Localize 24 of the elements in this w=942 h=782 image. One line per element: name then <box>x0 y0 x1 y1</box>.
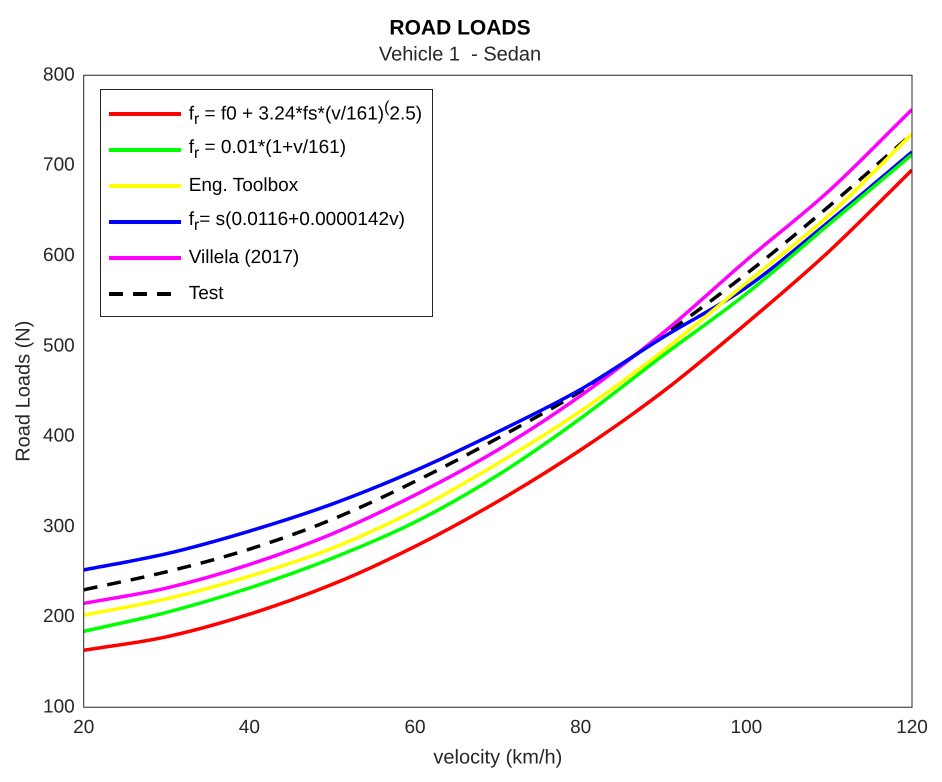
x-tick-label: 80 <box>570 716 592 738</box>
chart-subtitle: Vehicle 1 - Sedan <box>378 44 542 66</box>
x-tick-label: 20 <box>73 716 94 738</box>
legend-label: f$_{r}$= s(0.0116+0.0000142v) <box>188 209 405 236</box>
legend-label: Eng. Toolbox <box>188 175 298 198</box>
chart-title: ROAD LOADS <box>389 16 531 40</box>
legend-label: Test <box>188 283 224 306</box>
y-tick-label: 200 <box>43 606 75 628</box>
x-tick-label: 100 <box>730 716 762 738</box>
x-tick-label: 60 <box>404 716 426 738</box>
x-tick-label: 120 <box>896 716 928 738</box>
x-axis-title: velocity (km/h) <box>433 746 562 769</box>
y-tick-label: 100 <box>43 696 75 718</box>
y-tick-label: 600 <box>43 245 75 266</box>
y-tick-label: 300 <box>43 516 75 537</box>
legend-label: f$_{r}$ = 0.01*(1+v/161) <box>188 137 346 164</box>
x-tick-label: 40 <box>238 716 260 738</box>
legend-label: f$_{r}$ = f0 + 3.24*fs*(v/161)$^{(}$2.5) <box>188 99 422 130</box>
y-axis-title: Road Loads (N) <box>12 320 35 462</box>
y-tick-label: 800 <box>43 64 75 86</box>
legend-label: Villela (2017) <box>188 247 300 270</box>
y-tick-label: 400 <box>43 426 75 447</box>
y-tick-label: 700 <box>43 154 75 176</box>
y-tick-label: 500 <box>43 335 75 356</box>
